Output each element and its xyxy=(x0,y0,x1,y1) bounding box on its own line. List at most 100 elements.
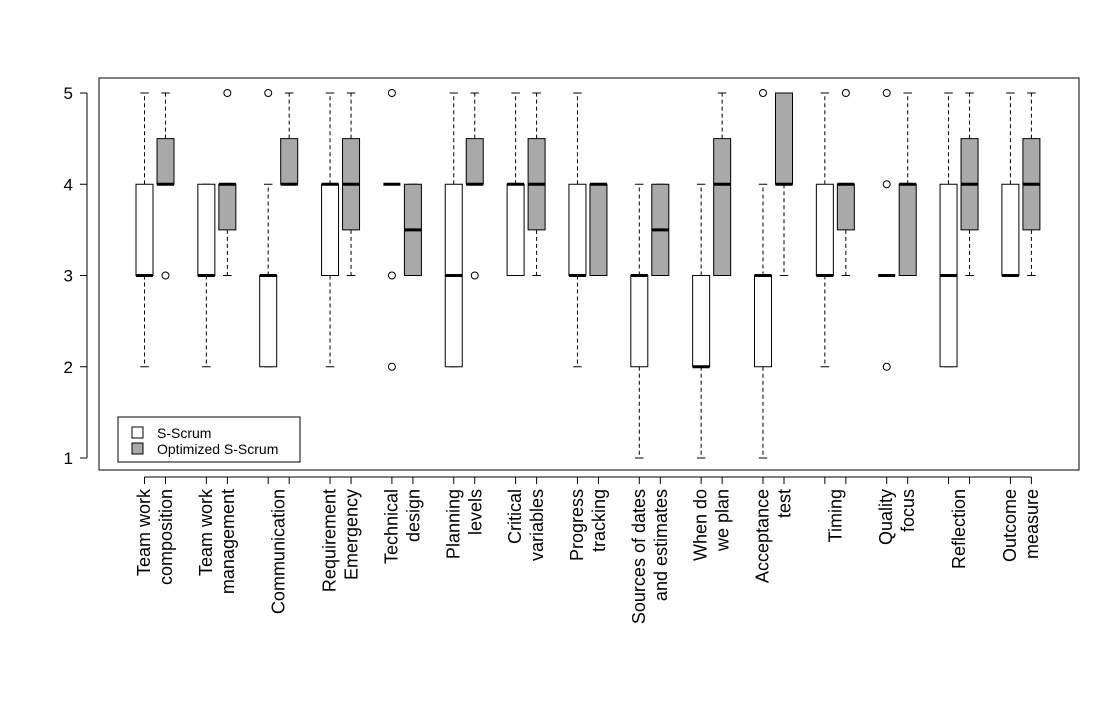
category-group xyxy=(135,92,175,368)
category-label: Critical variables xyxy=(505,489,547,561)
category-label-line: Requirement xyxy=(320,489,340,592)
category-label: Timing xyxy=(825,489,845,542)
category-label-line: Sources of dates xyxy=(629,489,649,624)
outlier-point xyxy=(161,271,170,280)
box-optimized xyxy=(960,92,979,276)
box-groups xyxy=(135,89,1041,459)
iqr-box xyxy=(1001,183,1020,276)
iqr-box xyxy=(568,183,587,276)
category-group xyxy=(815,89,855,368)
iqr-box xyxy=(259,275,278,368)
box-s-scrum xyxy=(630,183,649,459)
category-label-line: composition xyxy=(156,489,176,585)
iqr-box xyxy=(692,275,711,368)
category-label-line: management xyxy=(218,489,238,594)
iqr-box xyxy=(630,275,649,368)
category-label-line: Acceptance xyxy=(753,489,773,583)
category-label-line: Technical xyxy=(381,489,401,564)
category-group xyxy=(444,92,484,368)
category-label-line: Reflection xyxy=(949,489,969,569)
category-label-line: Team work xyxy=(134,488,154,576)
iqr-box xyxy=(713,138,732,276)
iqr-box xyxy=(589,183,608,276)
category-label: Communication xyxy=(269,489,289,614)
outlier-point xyxy=(882,180,891,189)
iqr-box xyxy=(836,183,855,231)
category-label-line: Progress xyxy=(567,489,587,561)
box-s-scrum xyxy=(939,92,958,368)
outlier-point xyxy=(387,89,396,97)
box-s-scrum xyxy=(383,89,401,371)
category-group xyxy=(878,89,917,371)
box-s-scrum xyxy=(815,92,834,368)
category-group xyxy=(383,89,422,371)
box-optimized xyxy=(218,89,237,276)
iqr-box xyxy=(156,138,175,185)
box-optimized xyxy=(589,182,608,276)
category-label-line: Team work xyxy=(196,488,216,576)
category-label-line: design xyxy=(403,489,423,542)
iqr-box xyxy=(506,183,525,276)
category-group xyxy=(197,89,237,368)
legend-label-optimized-s-scrum: Optimized S-Scrum xyxy=(157,441,278,457)
category-label-line: measure xyxy=(1022,489,1042,559)
category-group xyxy=(506,92,546,276)
box-s-scrum xyxy=(878,89,896,371)
category-label-line: Outcome xyxy=(1000,489,1020,562)
iqr-box xyxy=(754,275,772,368)
box-s-scrum xyxy=(568,92,587,368)
category-label: Sources of dates and estimates xyxy=(629,489,671,624)
box-optimized xyxy=(898,92,917,276)
category-label-line: Quality xyxy=(876,489,896,545)
box-s-scrum xyxy=(1001,92,1020,277)
category-label: Outcome measure xyxy=(1000,489,1042,562)
category-group xyxy=(630,183,670,459)
category-label: Quality focus xyxy=(876,489,918,545)
category-label-line: Timing xyxy=(825,489,845,542)
category-group xyxy=(939,92,979,368)
box-s-scrum xyxy=(321,92,340,368)
outlier-point xyxy=(223,89,232,97)
y-tick-label: 3 xyxy=(64,267,73,286)
plot-area-frame xyxy=(98,77,1080,471)
outlier-point xyxy=(882,89,891,97)
category-label-line: we plan xyxy=(713,489,733,552)
box-optimized xyxy=(775,92,793,276)
category-label-line: and estimates xyxy=(651,489,671,601)
iqr-box xyxy=(135,183,154,276)
category-labels: Team work composition Team work management C… xyxy=(134,476,1042,624)
category-label-line: levels xyxy=(465,489,485,535)
outlier-point xyxy=(470,271,479,280)
box-s-scrum xyxy=(135,92,154,368)
iqr-box xyxy=(815,183,834,276)
iqr-box xyxy=(321,183,340,276)
category-group xyxy=(1001,92,1041,277)
category-group xyxy=(692,92,732,459)
legend-swatch-s-scrum xyxy=(131,426,144,439)
box-s-scrum xyxy=(754,89,772,459)
y-tick-label: 1 xyxy=(64,449,73,468)
outlier-point xyxy=(387,362,396,371)
outlier-point xyxy=(759,89,767,97)
y-tick-label: 5 xyxy=(64,84,73,103)
category-group xyxy=(321,92,361,368)
category-label: Requirement Emergency xyxy=(320,489,362,592)
category-group xyxy=(754,89,793,459)
iqr-box xyxy=(280,138,299,185)
outlier-point xyxy=(387,271,396,280)
box-s-scrum xyxy=(197,183,216,368)
box-optimized xyxy=(465,92,484,280)
category-label: Reflection xyxy=(949,489,969,569)
box-optimized xyxy=(403,183,422,276)
legend-swatch-optimized-s-scrum xyxy=(131,442,144,455)
category-label-line: variables xyxy=(527,489,547,561)
category-label-line: focus xyxy=(898,489,918,532)
outlier-point xyxy=(264,89,273,97)
iqr-box xyxy=(197,183,216,276)
legend-frame xyxy=(117,416,301,463)
box-optimized xyxy=(1022,92,1041,276)
category-label-line: Communication xyxy=(269,489,289,614)
category-label-line: When do xyxy=(691,489,711,561)
category-label-line: test xyxy=(775,489,795,518)
box-s-scrum xyxy=(259,89,278,368)
